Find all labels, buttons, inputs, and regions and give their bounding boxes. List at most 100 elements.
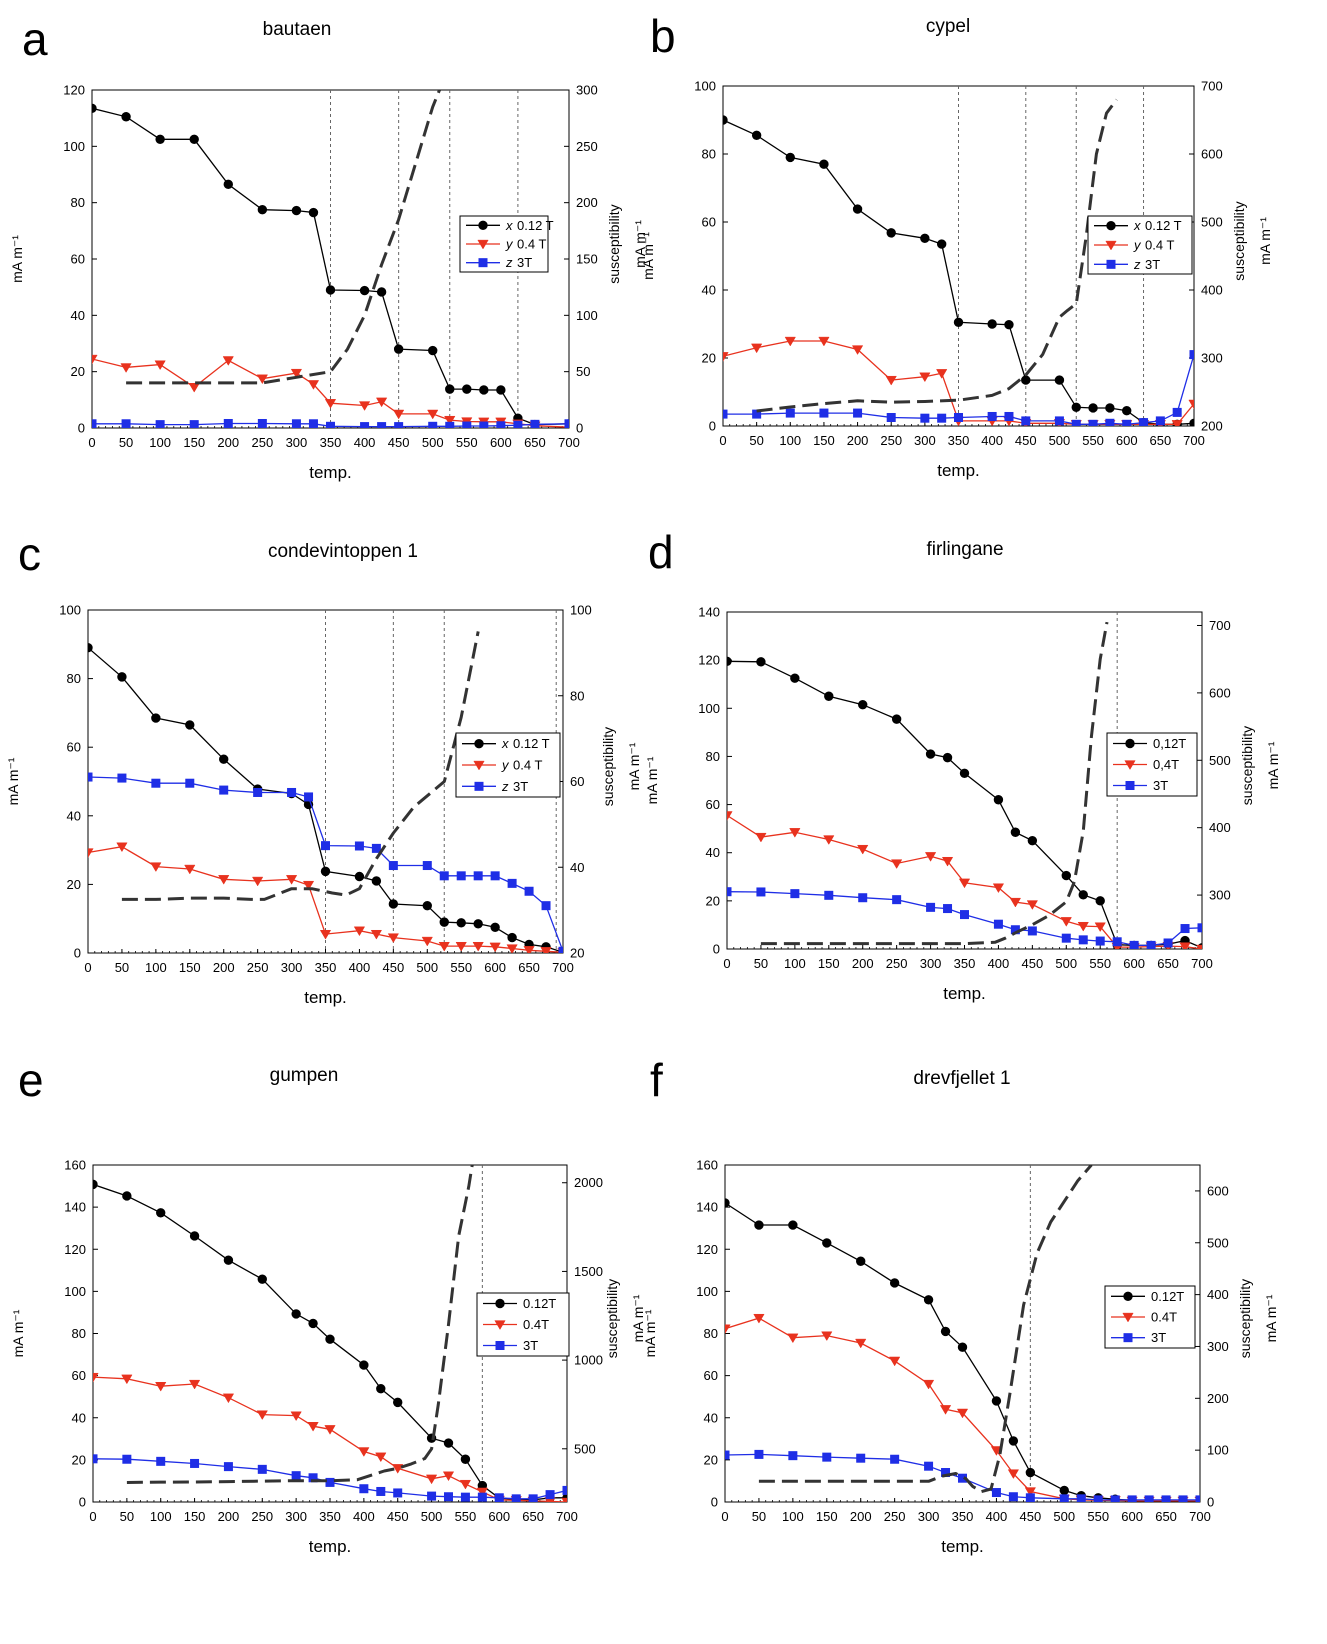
y-tick-label: 40 xyxy=(702,283,716,298)
series-z-point xyxy=(462,421,472,428)
legend-label-z: 3T xyxy=(1153,778,1168,793)
series-x-point xyxy=(393,1397,403,1408)
series-z-point xyxy=(564,419,569,428)
series-z-point xyxy=(223,418,233,428)
y2-axis-label: susceptibility xyxy=(600,727,616,806)
y2-tick-label: 1000 xyxy=(574,1353,603,1368)
series-z-point xyxy=(291,1471,301,1481)
series-y-point xyxy=(476,1487,488,1498)
y2-tick-label: 600 xyxy=(1207,1183,1229,1198)
y2-tick-label: 700 xyxy=(1209,618,1231,633)
series-y-point xyxy=(755,832,767,843)
y2-tick-label: 80 xyxy=(570,688,584,703)
series-y-point xyxy=(789,828,801,838)
series-y-point xyxy=(218,875,230,885)
series-y-point xyxy=(723,352,729,362)
series-z-point xyxy=(1178,1495,1188,1502)
x-tick-label: 150 xyxy=(818,956,840,971)
series-z-point xyxy=(993,919,1003,929)
series-z-point xyxy=(511,1494,521,1502)
series-x-point xyxy=(993,795,1004,805)
legend-label-y: 0.4 T xyxy=(1145,238,1174,253)
series-x-point xyxy=(953,317,964,327)
series-z-point xyxy=(1180,924,1190,934)
panel-f: f drevfjellet 10 50 100 150 200 250 300 350 400 45… xyxy=(642,1054,1279,1556)
chart-title: drevfjellet 1 xyxy=(913,1068,1010,1089)
legend-marker-z xyxy=(495,1341,505,1350)
y2-axis-label: susceptibility xyxy=(1239,726,1255,805)
series-z-point xyxy=(494,1493,504,1502)
series-y-point xyxy=(751,343,763,354)
legend-prefix-z: z xyxy=(1133,257,1141,272)
x-tick-label: 300 xyxy=(286,435,308,450)
series-y-point xyxy=(891,859,903,869)
series-z-point xyxy=(513,420,523,428)
series-x-point xyxy=(785,152,795,163)
x-tick-label: 250 xyxy=(886,956,908,971)
x-tick-label: 150 xyxy=(179,960,201,975)
y-tick-label: 20 xyxy=(71,364,85,379)
legend-label-x: 0,12T xyxy=(1153,736,1186,751)
series-z-point xyxy=(354,841,364,851)
series-z-point xyxy=(376,1486,386,1496)
y2-tick-label: 700 xyxy=(1201,79,1223,94)
series-x-point xyxy=(1021,375,1031,385)
series-z-point xyxy=(558,946,563,953)
x-axis-label: temp. xyxy=(937,461,980,480)
legend-marker-z xyxy=(1123,1333,1133,1343)
legend-marker-y xyxy=(473,760,485,771)
series-z-point xyxy=(456,871,466,881)
legend-marker-x xyxy=(1106,220,1116,231)
y-tick-label: 40 xyxy=(71,308,85,323)
legend-prefix-x: x xyxy=(1133,218,1141,233)
y2-axis-unit-label: mA m⁻¹ xyxy=(626,742,642,790)
series-z-point xyxy=(1144,1495,1154,1502)
series-z-point xyxy=(725,1450,730,1460)
x-axis-label: temp. xyxy=(941,1537,984,1556)
series-z-point xyxy=(308,419,318,428)
legend-marker-z xyxy=(474,781,484,791)
series-z-point xyxy=(393,1488,403,1498)
series-x-point xyxy=(257,1274,267,1284)
series-y-point xyxy=(1007,1469,1020,1479)
series-x-point xyxy=(189,1231,200,1241)
series-x-point xyxy=(496,385,506,395)
series-x-point xyxy=(151,713,161,723)
legend-label-y: 0.4T xyxy=(523,1317,549,1332)
series-z-point xyxy=(490,871,500,881)
x-tick-label: 0 xyxy=(719,433,726,448)
y2-tick-label: 60 xyxy=(570,774,584,789)
legend-marker-y xyxy=(1122,1312,1134,1323)
series-x-point xyxy=(325,1334,335,1344)
y2-tick-label: 300 xyxy=(1209,888,1231,903)
x-tick-label: 150 xyxy=(184,1509,206,1524)
x-axis-label: temp. xyxy=(943,984,986,1003)
y-tick-label: 40 xyxy=(706,845,720,860)
series-z-point xyxy=(1027,926,1037,936)
series-x-point xyxy=(456,918,466,928)
series-z-point xyxy=(460,1492,470,1502)
y2-tick-label: 100 xyxy=(576,308,598,323)
series-y-point xyxy=(459,1479,472,1490)
x-tick-label: 100 xyxy=(782,1509,804,1524)
series-x-point xyxy=(957,1342,968,1352)
x-tick-label: 550 xyxy=(1089,956,1111,971)
y2-tick-label: 250 xyxy=(576,139,598,154)
x-tick-label: 300 xyxy=(285,1509,307,1524)
x-tick-label: 400 xyxy=(353,1509,375,1524)
x-tick-label: 0 xyxy=(88,435,95,450)
series-x-point xyxy=(291,1309,301,1319)
x-tick-label: 0 xyxy=(89,1509,96,1524)
y-tick-label: 120 xyxy=(696,1242,718,1257)
series-y-point xyxy=(1077,921,1089,932)
series-x-point xyxy=(257,205,268,215)
series-z-point xyxy=(117,773,127,783)
y-tick-label: 40 xyxy=(704,1410,718,1425)
panel-label: a xyxy=(22,13,48,65)
series-y-point xyxy=(120,363,132,373)
series-z-point xyxy=(122,1454,132,1464)
series-z-point xyxy=(1189,350,1194,360)
series-x-point xyxy=(371,876,382,886)
